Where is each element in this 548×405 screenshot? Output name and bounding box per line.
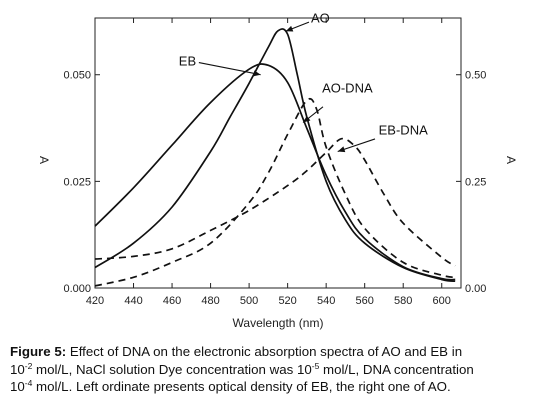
x-tick-label: 520 <box>278 295 296 307</box>
caption-sup-1: -2 <box>24 360 33 371</box>
annotation-arrow-line <box>198 62 261 76</box>
x-tick-label: 560 <box>356 295 374 307</box>
caption-sup-3: -4 <box>24 378 33 388</box>
x-tick-label: 460 <box>163 295 181 307</box>
x-axis-title: Wavelength (nm) <box>233 316 324 330</box>
x-axis-ticks: 420 440 460 480 500 520 540 560 580 600 <box>86 18 451 307</box>
annotation-label: AO <box>311 11 330 26</box>
caption-line-3b: mol/L. Left ordinate presents optical de… <box>32 379 451 394</box>
x-tick-label: 540 <box>317 295 335 307</box>
series-line-ao <box>94 28 456 283</box>
annotation-label: EB-DNA <box>379 122 428 137</box>
annotation-arrowhead <box>253 70 261 77</box>
annotation-arrowhead <box>303 115 311 123</box>
figure-label: Figure 5: <box>10 344 67 359</box>
left-axis-title: A <box>37 156 51 164</box>
right-tick-label: 0.50 <box>465 70 486 82</box>
series-line-ao-dna <box>94 97 456 287</box>
annotation-arrowhead <box>337 146 346 153</box>
figure-chart: 420 440 460 480 500 520 540 560 580 600 0.000 0.02… <box>37 11 518 330</box>
spectra-chart: 420 440 460 480 500 520 540 560 580 600 0.000 0.02… <box>37 11 518 330</box>
left-tick-label: 0.000 <box>63 283 91 295</box>
right-axis-ticks: 0.00 0.25 0.50 <box>456 70 486 295</box>
x-tick-label: 500 <box>240 295 258 307</box>
caption-line-2b: mol/L, NaCl solution Dye concentration w… <box>32 361 312 377</box>
series-line-eb <box>94 63 456 281</box>
right-tick-label: 0.00 <box>465 283 486 295</box>
annotation-arrowhead <box>285 25 294 32</box>
plot-frame <box>94 17 462 289</box>
annotation-label: AO-DNA <box>322 81 373 96</box>
caption-line-3a: 10 <box>10 379 25 394</box>
caption-line-2c: mol/L, DNA concentration <box>319 361 474 377</box>
x-tick-label: 420 <box>86 295 104 307</box>
left-tick-label: 0.025 <box>63 176 91 188</box>
x-tick-label: 580 <box>394 295 412 307</box>
caption-sup-2: -5 <box>311 360 320 371</box>
annotation-layer: AO EB AO-DNA EB-DNA <box>179 11 428 153</box>
caption-line-2a: 10 <box>10 361 25 377</box>
caption-line-1: Effect of DNA on the electronic absorpti… <box>69 344 463 359</box>
left-axis-ticks: 0.000 0.025 0.050 <box>63 70 100 295</box>
annotation-label: EB <box>179 53 196 68</box>
series-layer <box>94 28 456 287</box>
x-tick-label: 440 <box>124 295 142 307</box>
figure-caption: Figure 5: Effect of DNA on the electroni… <box>10 343 542 396</box>
x-tick-label: 600 <box>433 295 451 307</box>
right-axis-title: A <box>504 156 518 164</box>
left-tick-label: 0.050 <box>63 70 91 82</box>
right-tick-label: 0.25 <box>465 176 486 188</box>
series-line-eb-dna <box>94 137 456 267</box>
x-tick-label: 480 <box>201 295 219 307</box>
